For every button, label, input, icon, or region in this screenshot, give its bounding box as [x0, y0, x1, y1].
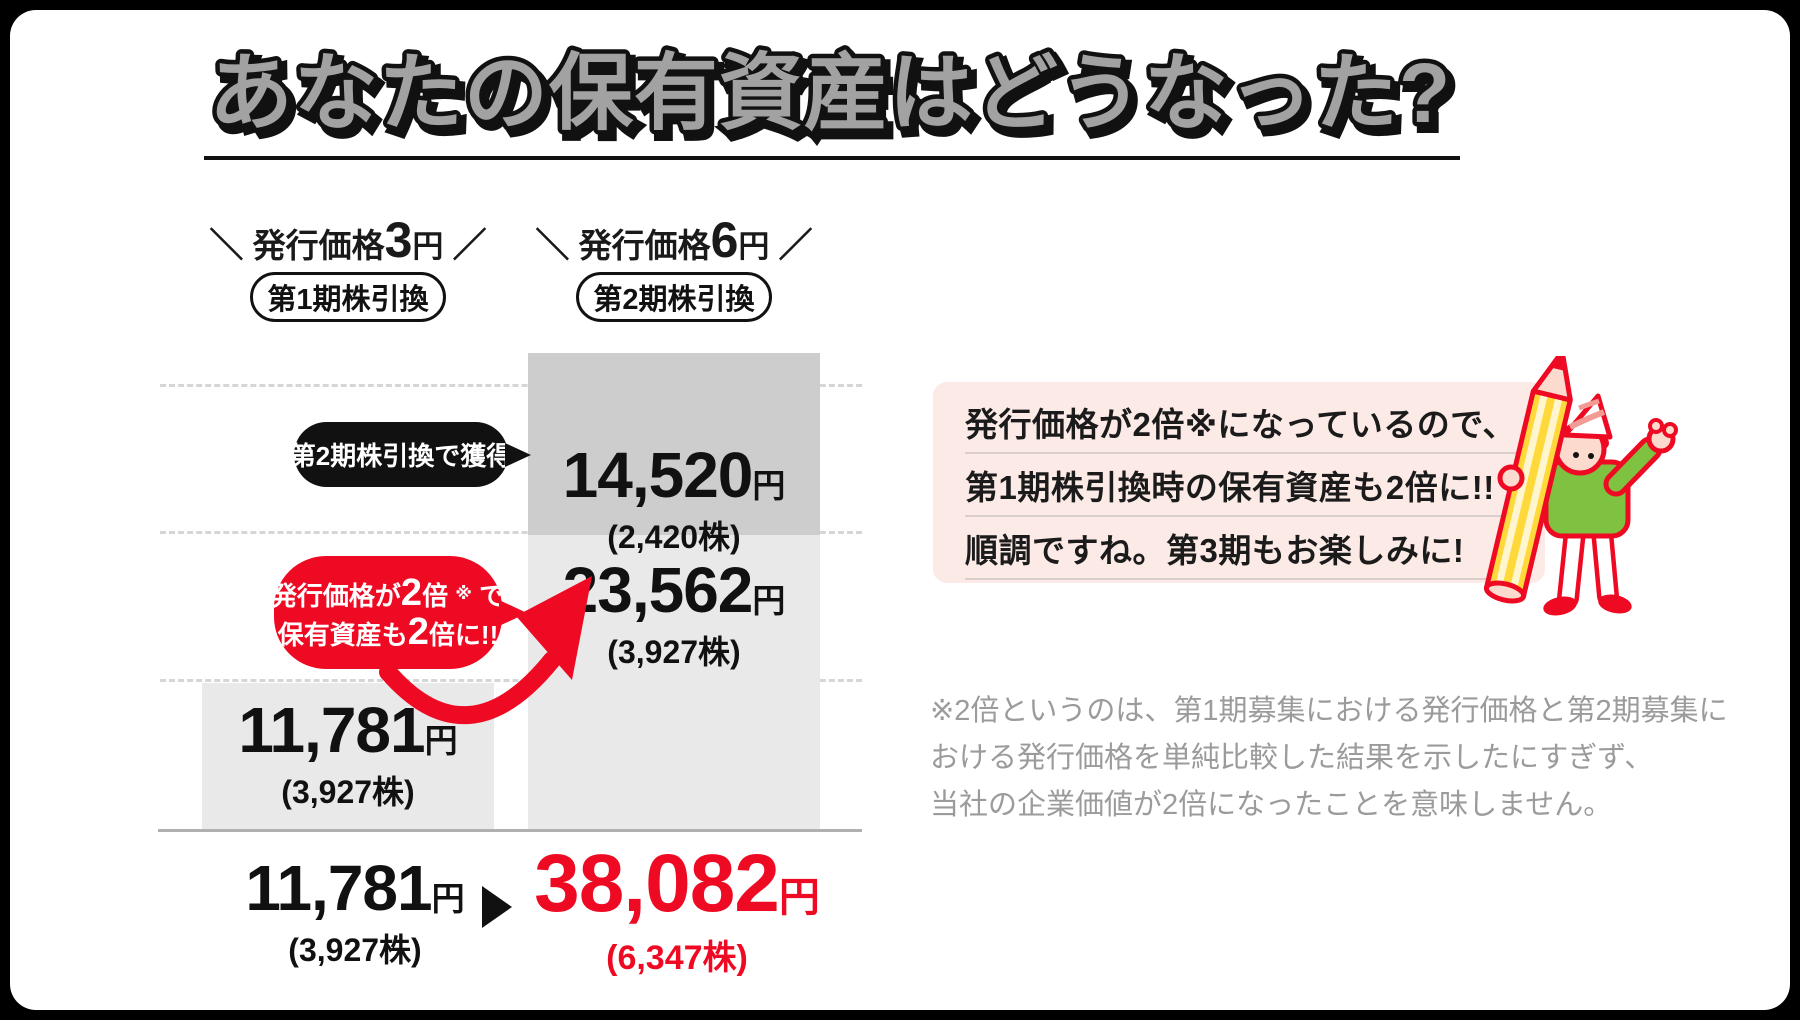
doubled-amount: 23,562 [562, 554, 754, 626]
total-after-unit: 円 [778, 874, 820, 920]
callout-acquired-bubble: 第2期株引換で獲得 [290, 422, 531, 487]
mascot-head [1552, 393, 1613, 476]
mascot-illustration [1483, 356, 1678, 616]
slash-close: ／ [452, 227, 487, 265]
issue-price-unit: 円 [738, 229, 770, 264]
footnote-line-1: ※2倍というのは、第1期募集における発行価格と第2期募集に [930, 695, 1728, 727]
doubled-unit: 円 [752, 582, 786, 619]
info-panel: 発行価格が2倍※になっているので、 第1期株引換時の保有資産も2倍に!! 順調で… [933, 382, 1545, 583]
initial-shares: (3,927株) [281, 774, 415, 811]
mascot-arm-raised [1603, 418, 1678, 497]
dashed-gridline-top [160, 384, 862, 387]
label-doubled-value: 23,562円 (3,927株) [528, 557, 820, 673]
issue-price-value: 6 [710, 212, 739, 268]
mascot-hand-grip [1497, 464, 1525, 492]
callout-doubled-bubble: 発行価格が2倍 ※ で 保有資産も2倍に!! [270, 556, 527, 669]
column-header-period2: ＼ 発行価格6円 ／ [514, 214, 834, 273]
slash-open: ＼ [535, 227, 570, 265]
acquired-amount: 14,520 [562, 439, 754, 511]
red-bubble-line2: 保有資産も2倍に!! [277, 610, 499, 653]
title-underline [204, 156, 1460, 160]
total-before: 11,781円 (3,927株) [200, 855, 510, 971]
acquired-unit: 円 [752, 467, 786, 504]
total-before-unit: 円 [431, 880, 465, 917]
mascot-legs [1543, 520, 1632, 616]
page-title-shadow: あなたの保有資産はどうなった? [214, 52, 1456, 146]
info-panel-line-2: 第1期株引換時の保有資産も2倍に!! [965, 454, 1520, 517]
issue-price-label: 発行価格 [578, 227, 711, 264]
initial-unit: 円 [424, 722, 458, 759]
label-acquired-value: 14,520円 (2,420株) [528, 442, 820, 558]
shoe-right [1598, 594, 1632, 614]
column-header-period1: ＼ 発行価格3円 ／ [188, 214, 508, 273]
page-title: あなたの保有資産はどうなった? あなたの保有資産はどうなった? [204, 42, 1460, 151]
total-after-amount: 38,082 [534, 838, 780, 929]
issue-price-value: 3 [384, 212, 413, 268]
period2-pill: 第2期株引換 [576, 272, 772, 322]
period1-pill: 第1期株引換 [250, 272, 446, 322]
pencil-icon [1483, 356, 1573, 604]
bar-period2-acquired-segment [528, 353, 820, 535]
issue-price-unit: 円 [412, 229, 444, 264]
page-title-text: あなたの保有資産はどうなった? [209, 46, 1451, 140]
total-after-shares: (6,347株) [606, 938, 748, 977]
footnote-line-3: 当社の企業価値が2倍になったことを意味しません。 [930, 789, 1613, 821]
slash-open: ＼ [209, 227, 244, 265]
total-after: 38,082円 (6,347株) [512, 842, 842, 979]
initial-amount: 11,781 [238, 694, 425, 766]
arrow-right-icon [482, 886, 512, 928]
label-initial-value: 11,781円 (3,927株) [202, 697, 494, 813]
dashed-gridline-middle [160, 531, 862, 534]
total-before-amount: 11,781 [245, 852, 432, 924]
shoe-left [1543, 596, 1577, 616]
footnote: ※2倍というのは、第1期募集における発行価格と第2期募集に おける発行価格を単純… [930, 688, 1728, 829]
slash-close: ／ [778, 227, 813, 265]
issue-price-label: 発行価格 [252, 227, 385, 264]
info-panel-line-3: 順調ですね。第3期もお楽しみに! [965, 517, 1520, 580]
total-before-shares: (3,927株) [288, 932, 422, 969]
red-bubble-line1: 発行価格が2倍 ※ で [270, 572, 506, 614]
axis-baseline [158, 829, 862, 832]
footnote-line-2: おける発行価格を単純比較した結果を示したにすぎず、 [930, 742, 1654, 774]
info-panel-line-1: 発行価格が2倍※になっているので、 [965, 391, 1520, 454]
acquired-shares: (2,420株) [607, 519, 741, 556]
doubled-shares: (3,927株) [607, 634, 741, 671]
